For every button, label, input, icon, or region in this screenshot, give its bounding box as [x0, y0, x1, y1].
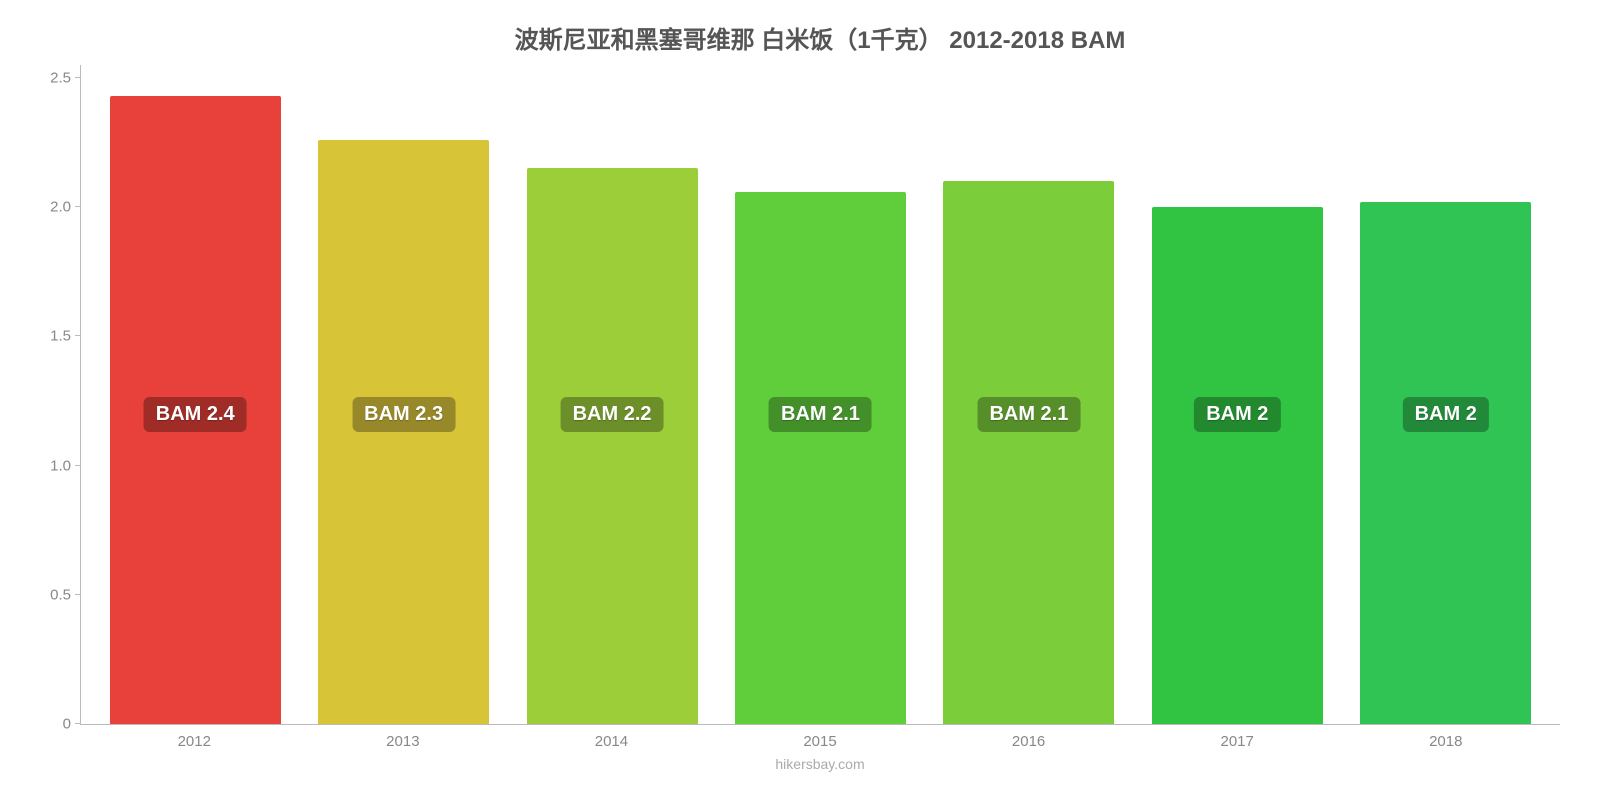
y-tick-label: 0 [31, 716, 71, 733]
bar-slot: BAM 2.1 [925, 65, 1133, 724]
y-tick-mark [75, 335, 81, 336]
bar: BAM 2.1 [943, 181, 1114, 724]
bar: BAM 2.2 [527, 168, 698, 724]
x-tick-label: 2018 [1341, 733, 1550, 750]
bars-row: BAM 2.4 BAM 2.3 BAM 2.2 BAM 2.1 BAM 2.1 BAM 2… [81, 65, 1560, 724]
x-tick-label: 2013 [299, 733, 508, 750]
bar-slot: BAM 2.4 [91, 65, 299, 724]
y-tick-label: 0.5 [31, 586, 71, 603]
x-tick-label: 2016 [924, 733, 1133, 750]
x-tick-label: 2015 [716, 733, 925, 750]
bar: BAM 2.3 [318, 140, 489, 724]
bar-value-badge: BAM 2.4 [144, 397, 247, 432]
bar-value-badge: BAM 2.3 [352, 397, 455, 432]
y-tick-label: 2.0 [31, 199, 71, 216]
bar: BAM 2 [1152, 207, 1323, 724]
bar: BAM 2 [1360, 202, 1531, 724]
chart-container: 波斯尼亚和黑塞哥维那 白米饭（1千克） 2012-2018 BAM BAM 2.… [0, 0, 1600, 800]
bar-slot: BAM 2.2 [508, 65, 716, 724]
y-tick-mark [75, 206, 81, 207]
x-tick-label: 2017 [1133, 733, 1342, 750]
y-tick-mark [75, 77, 81, 78]
x-tick-label: 2014 [507, 733, 716, 750]
y-tick-mark [75, 723, 81, 724]
bar-slot: BAM 2 [1342, 65, 1550, 724]
y-tick-mark [75, 594, 81, 595]
x-axis-labels: 2012201320142015201620172018 [80, 725, 1560, 750]
chart-title: 波斯尼亚和黑塞哥维那 白米饭（1千克） 2012-2018 BAM [80, 20, 1560, 55]
y-tick-label: 1.0 [31, 457, 71, 474]
bar-slot: BAM 2.3 [299, 65, 507, 724]
bar-value-badge: BAM 2 [1403, 397, 1489, 432]
y-tick-label: 2.5 [31, 69, 71, 86]
plot-area: BAM 2.4 BAM 2.3 BAM 2.2 BAM 2.1 BAM 2.1 BAM 2… [80, 65, 1560, 725]
y-tick-label: 1.5 [31, 328, 71, 345]
bar: BAM 2.4 [110, 96, 281, 724]
bar-value-badge: BAM 2 [1194, 397, 1280, 432]
y-tick-mark [75, 465, 81, 466]
attribution-text: hikersbay.com [80, 756, 1560, 772]
bar-value-badge: BAM 2.1 [977, 397, 1080, 432]
bar-value-badge: BAM 2.2 [561, 397, 664, 432]
bar: BAM 2.1 [735, 192, 906, 724]
x-tick-label: 2012 [90, 733, 299, 750]
bar-slot: BAM 2.1 [716, 65, 924, 724]
bar-value-badge: BAM 2.1 [769, 397, 872, 432]
bar-slot: BAM 2 [1133, 65, 1341, 724]
